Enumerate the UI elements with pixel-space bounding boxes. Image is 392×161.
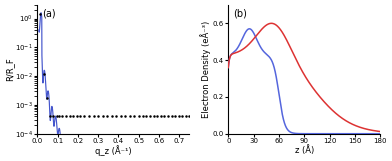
Y-axis label: R/R_F: R/R_F [5, 57, 14, 81]
Text: (a): (a) [42, 9, 56, 19]
Y-axis label: Electron Density (eÅ⁻³): Electron Density (eÅ⁻³) [201, 21, 211, 118]
Text: (b): (b) [233, 9, 247, 19]
X-axis label: q_z (Å⁻¹): q_z (Å⁻¹) [95, 145, 132, 156]
X-axis label: z (Å): z (Å) [295, 145, 314, 155]
